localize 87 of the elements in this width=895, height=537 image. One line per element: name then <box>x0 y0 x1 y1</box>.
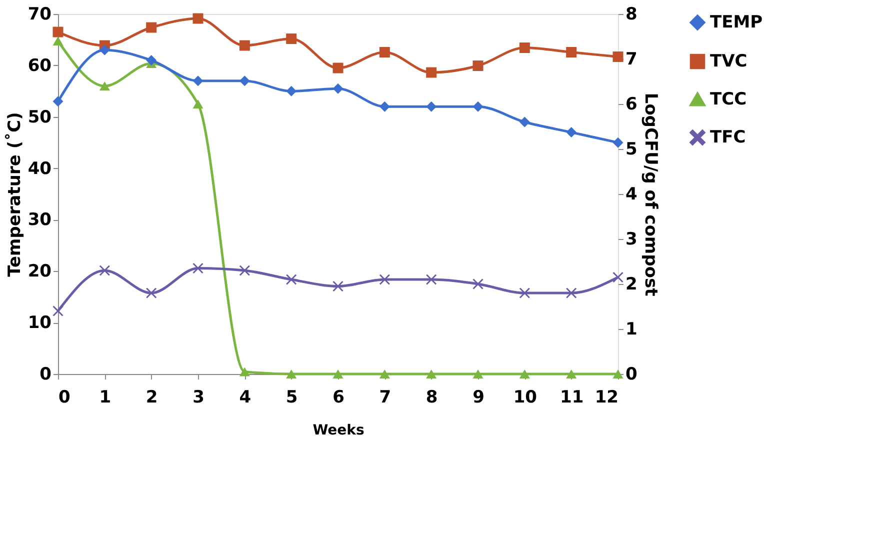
y-tick-label: 0 <box>40 364 52 384</box>
y2-tick-label: 5 <box>626 140 638 160</box>
y-tick-label: 70 <box>28 4 52 24</box>
y2-tick-label: 6 <box>626 94 638 114</box>
y-tick-label: 40 <box>28 158 52 179</box>
point <box>192 76 204 86</box>
x-tick-label: 9 <box>472 388 484 408</box>
point <box>612 52 624 62</box>
point <box>612 272 624 282</box>
y2-tick-label: 2 <box>626 274 638 294</box>
legend-label: TCC <box>710 90 747 110</box>
point <box>519 369 530 379</box>
point <box>99 81 110 91</box>
point <box>99 265 110 276</box>
point <box>566 288 577 298</box>
y-tick-label: 50 <box>28 107 52 128</box>
point <box>426 67 437 78</box>
point <box>286 34 297 44</box>
y-tick-label: 30 <box>28 210 52 230</box>
point <box>566 47 577 58</box>
point <box>239 265 250 276</box>
x-tick-label: 5 <box>286 388 298 408</box>
point <box>426 101 437 112</box>
point <box>286 86 297 96</box>
x-tick-label: 11 <box>560 388 584 408</box>
point <box>379 101 390 112</box>
point <box>146 22 157 33</box>
y-tick-label: 60 <box>28 56 52 76</box>
y-tick-label: 10 <box>28 313 52 334</box>
x-tick-label: 3 <box>192 388 204 408</box>
point <box>612 137 624 148</box>
point <box>332 369 344 379</box>
point <box>146 55 157 66</box>
point <box>286 369 297 379</box>
x-axis-title: Weeks <box>312 422 364 438</box>
point <box>379 274 390 285</box>
point <box>472 101 484 112</box>
y2-tick-label: 7 <box>626 50 638 70</box>
point <box>52 96 64 107</box>
x-tick-label: 2 <box>146 388 158 408</box>
point <box>472 278 484 290</box>
legend-label: TFC <box>710 128 746 148</box>
x-tick-label: 0 <box>58 388 70 408</box>
point <box>519 42 530 53</box>
point <box>52 306 64 316</box>
point <box>332 281 344 292</box>
y-axis-title: Temperature (˚C) <box>4 112 25 277</box>
point <box>379 47 390 58</box>
y2-tick-label: 0 <box>626 364 638 384</box>
point <box>612 369 624 379</box>
point <box>426 369 437 379</box>
y2-axis-title: LogCFU/g of compost <box>640 92 660 296</box>
point <box>52 36 64 46</box>
point <box>379 369 390 379</box>
point <box>239 367 250 376</box>
x-tick-label: 10 <box>513 388 538 408</box>
legend-label: TVC <box>710 52 748 72</box>
y2-tick-label: 4 <box>626 184 638 204</box>
point <box>192 99 204 109</box>
point <box>192 263 204 274</box>
point <box>519 116 530 128</box>
point <box>99 44 110 56</box>
point <box>472 60 484 71</box>
y2-tick-label: 1 <box>626 320 638 340</box>
point <box>192 13 204 24</box>
point <box>472 369 484 379</box>
point <box>566 127 577 138</box>
point <box>286 274 297 285</box>
y-tick-label: 20 <box>28 262 52 282</box>
point <box>52 26 64 38</box>
x-tick-label: 6 <box>332 388 344 408</box>
legend-label: TEMP <box>710 12 763 32</box>
point <box>332 83 344 94</box>
y2-tick-label: 3 <box>626 230 638 250</box>
point <box>146 288 157 298</box>
x-tick-label: 12 <box>594 388 618 408</box>
y2-tick-label: 8 <box>626 4 638 24</box>
point <box>332 62 344 74</box>
x-tick-label: 4 <box>239 388 252 408</box>
point <box>566 369 577 379</box>
x-tick-label: 1 <box>99 388 112 408</box>
point <box>426 274 437 285</box>
x-tick-label: 7 <box>379 388 392 408</box>
point <box>519 288 530 298</box>
x-tick-label: 8 <box>426 388 438 408</box>
point <box>239 40 250 51</box>
point <box>239 76 250 86</box>
